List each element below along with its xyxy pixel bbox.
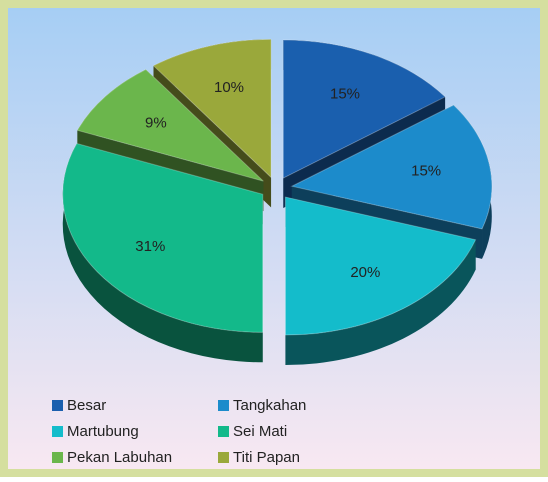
legend-label: Sei Mati [233,423,287,440]
legend-swatch [218,426,229,437]
legend-swatch [218,452,229,463]
data-label: 20% [350,264,380,281]
legend: Besar Tangkahan Martubung Sei Mati Pekan Lab… [52,397,306,466]
data-label: 9% [145,115,167,132]
legend-swatch [52,400,63,411]
slices: 15% 15% 20% 31% 9% 10% [62,38,493,336]
legend-swatch [52,426,63,437]
data-label: 15% [411,163,441,180]
side-face [285,239,476,366]
legend-label: Besar [67,397,106,414]
legend-label: Titi Papan [233,449,300,466]
slice [290,104,493,230]
slice [152,38,272,179]
legend-label: Tangkahan [233,397,306,414]
legend-label: Martubung [67,423,139,440]
data-label: 10% [214,79,244,96]
data-label: 15% [330,85,360,102]
slice [62,142,264,333]
legend-swatch [218,400,229,411]
data-label: 31% [135,238,165,255]
side-face [62,143,263,363]
slice [76,68,264,182]
slice [284,196,477,336]
legend-label: Pekan Labuhan [67,449,172,466]
slice [282,39,446,179]
legend-swatch [52,452,63,463]
